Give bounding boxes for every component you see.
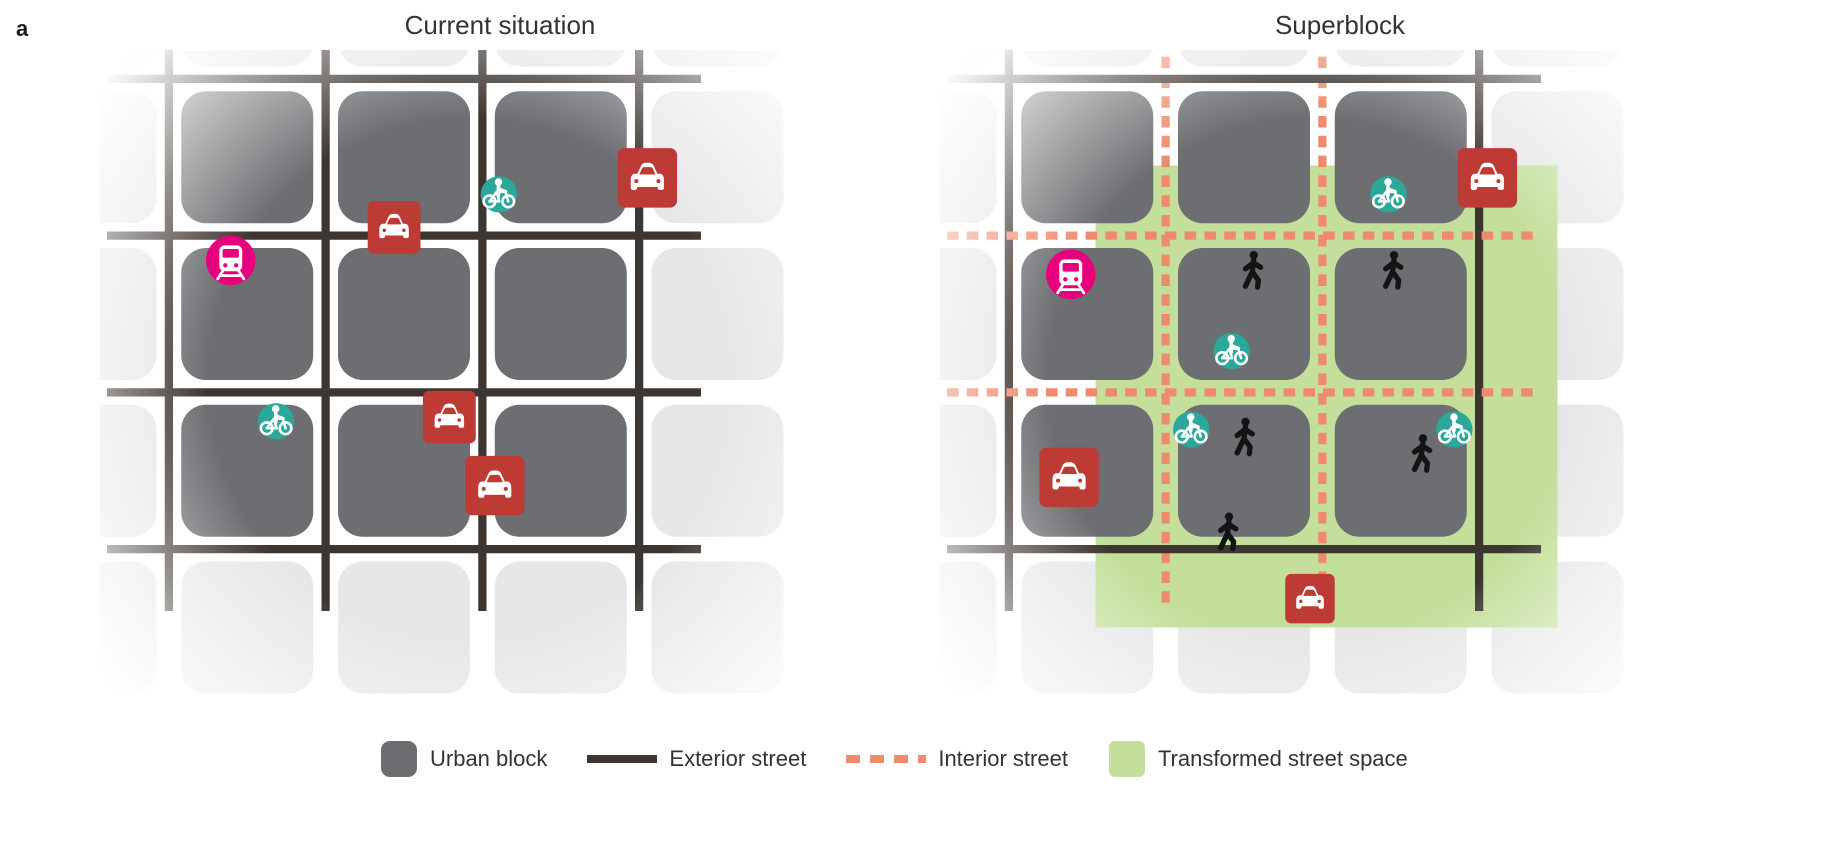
panel-title-current: Current situation (300, 10, 700, 41)
car-icon (368, 201, 421, 254)
diagram-current (100, 50, 840, 710)
legend-item: Transformed street space (1108, 740, 1408, 778)
legend-item: Interior street (846, 746, 1068, 772)
bicycle-icon (1213, 333, 1249, 369)
legend-label: Transformed street space (1158, 746, 1408, 772)
bicycle-icon (1370, 176, 1406, 212)
bicycle-icon (481, 176, 517, 212)
car-icon (618, 148, 677, 207)
legend-item: Urban block (380, 740, 547, 778)
interior-street-swatch-icon (846, 749, 926, 769)
panel-label-a: a (16, 16, 28, 42)
car-icon (423, 391, 476, 444)
car-icon (1039, 448, 1098, 507)
panel-superblock (940, 50, 1680, 715)
legend-label: Urban block (430, 746, 547, 772)
legend: Urban block Exterior street Interior stree… (380, 740, 1408, 778)
panel-current (100, 50, 840, 715)
figure-root: a Current situation Superblock Urban block… (0, 0, 1839, 844)
car-icon (465, 456, 524, 515)
legend-label: Interior street (938, 746, 1068, 772)
green-space-swatch-icon (1108, 740, 1146, 778)
car-icon (1285, 574, 1335, 624)
train-icon (206, 236, 256, 286)
bicycle-icon (1173, 411, 1209, 447)
legend-item: Exterior street (587, 746, 806, 772)
legend-label: Exterior street (669, 746, 806, 772)
diagram-superblock (940, 50, 1680, 710)
bicycle-icon (258, 403, 294, 439)
urban-block-swatch-icon (380, 740, 418, 778)
panel-title-superblock: Superblock (1140, 10, 1540, 41)
bicycle-icon (1436, 411, 1472, 447)
exterior-street-swatch-icon (587, 749, 657, 769)
car-icon (1458, 148, 1517, 207)
train-icon (1046, 250, 1096, 300)
